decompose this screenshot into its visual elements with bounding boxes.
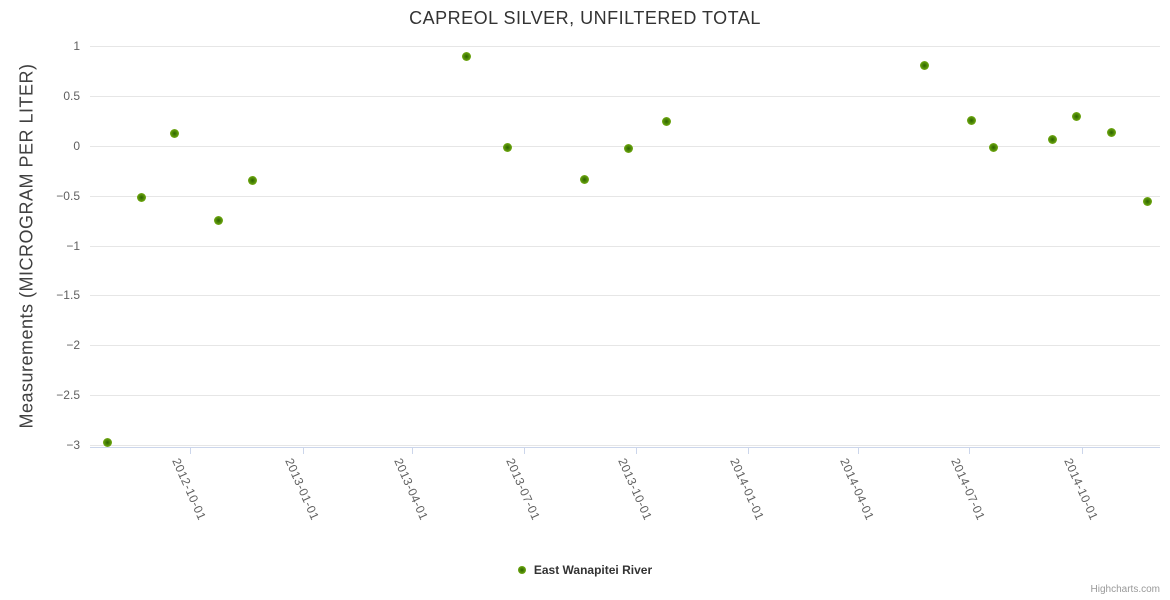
- x-tick-label: 2013-04-01: [391, 456, 432, 523]
- x-tick-mark: [635, 447, 637, 454]
- legend: East Wanapitei River: [0, 560, 1170, 580]
- data-point[interactable]: [580, 175, 590, 185]
- grid-line: [90, 395, 1160, 397]
- x-tick-label: 2013-07-01: [502, 456, 543, 523]
- x-tick-label: 2014-04-01: [837, 456, 878, 523]
- y-tick-label: −0.5: [56, 188, 80, 203]
- grid-line: [90, 345, 1160, 347]
- data-point[interactable]: [169, 129, 179, 139]
- grid-line: [90, 95, 1160, 97]
- data-point[interactable]: [1072, 112, 1082, 122]
- x-tick-label: 2012-10-01: [169, 456, 210, 523]
- data-point[interactable]: [989, 143, 999, 153]
- data-point[interactable]: [919, 61, 929, 71]
- x-tick-mark: [412, 447, 414, 454]
- data-point[interactable]: [461, 52, 471, 62]
- legend-marker-icon: [517, 566, 526, 574]
- grid-line: [90, 195, 1160, 197]
- y-tick-label: −2: [66, 338, 80, 353]
- data-point[interactable]: [503, 143, 513, 153]
- y-tick-label: 0: [73, 138, 80, 153]
- highcharts-credits-link[interactable]: Highcharts.com: [1090, 584, 1160, 595]
- data-point[interactable]: [624, 144, 634, 154]
- y-tick-label: −1.5: [56, 288, 80, 303]
- x-tick-mark: [523, 447, 525, 454]
- data-point[interactable]: [1143, 197, 1153, 207]
- x-tick-label: 2013-01-01: [281, 456, 322, 523]
- x-tick-label: 2014-10-01: [1061, 456, 1101, 523]
- data-point[interactable]: [967, 116, 977, 126]
- data-point[interactable]: [247, 176, 257, 186]
- data-point[interactable]: [662, 117, 672, 127]
- y-tick-label: −3: [66, 438, 80, 452]
- x-tick-mark: [969, 447, 971, 454]
- y-tick-label: −1: [66, 238, 80, 253]
- data-point[interactable]: [213, 216, 223, 226]
- legend-label: East Wanapitei River: [533, 563, 653, 577]
- y-tick-label: 1: [73, 39, 80, 53]
- x-tick-mark: [190, 447, 192, 454]
- y-tick-label: −2.5: [56, 388, 80, 403]
- x-tick-label: 2013-10-01: [615, 456, 655, 523]
- data-point[interactable]: [102, 437, 112, 447]
- data-point[interactable]: [136, 193, 146, 203]
- data-point[interactable]: [1106, 128, 1116, 138]
- legend-item-east-wanapitei-river[interactable]: East Wanapitei River: [517, 563, 653, 577]
- chart-title: CAPREOL SILVER, UNFILTERED TOTAL: [409, 8, 761, 28]
- x-tick-mark: [748, 447, 750, 454]
- grid-line: [90, 245, 1160, 247]
- data-point[interactable]: [1048, 135, 1057, 145]
- grid-line: [90, 46, 1160, 47]
- x-axis-line: [90, 447, 1160, 448]
- grid-line: [90, 295, 1160, 297]
- y-tick-label: 0.5: [63, 88, 80, 103]
- x-tick-label: 2014-01-01: [727, 456, 768, 523]
- x-tick-mark: [1081, 447, 1083, 454]
- x-tick-mark: [858, 447, 860, 454]
- grid-line: [90, 445, 1160, 446]
- x-tick-mark: [302, 447, 304, 454]
- x-tick-label: 2014-07-01: [948, 456, 989, 523]
